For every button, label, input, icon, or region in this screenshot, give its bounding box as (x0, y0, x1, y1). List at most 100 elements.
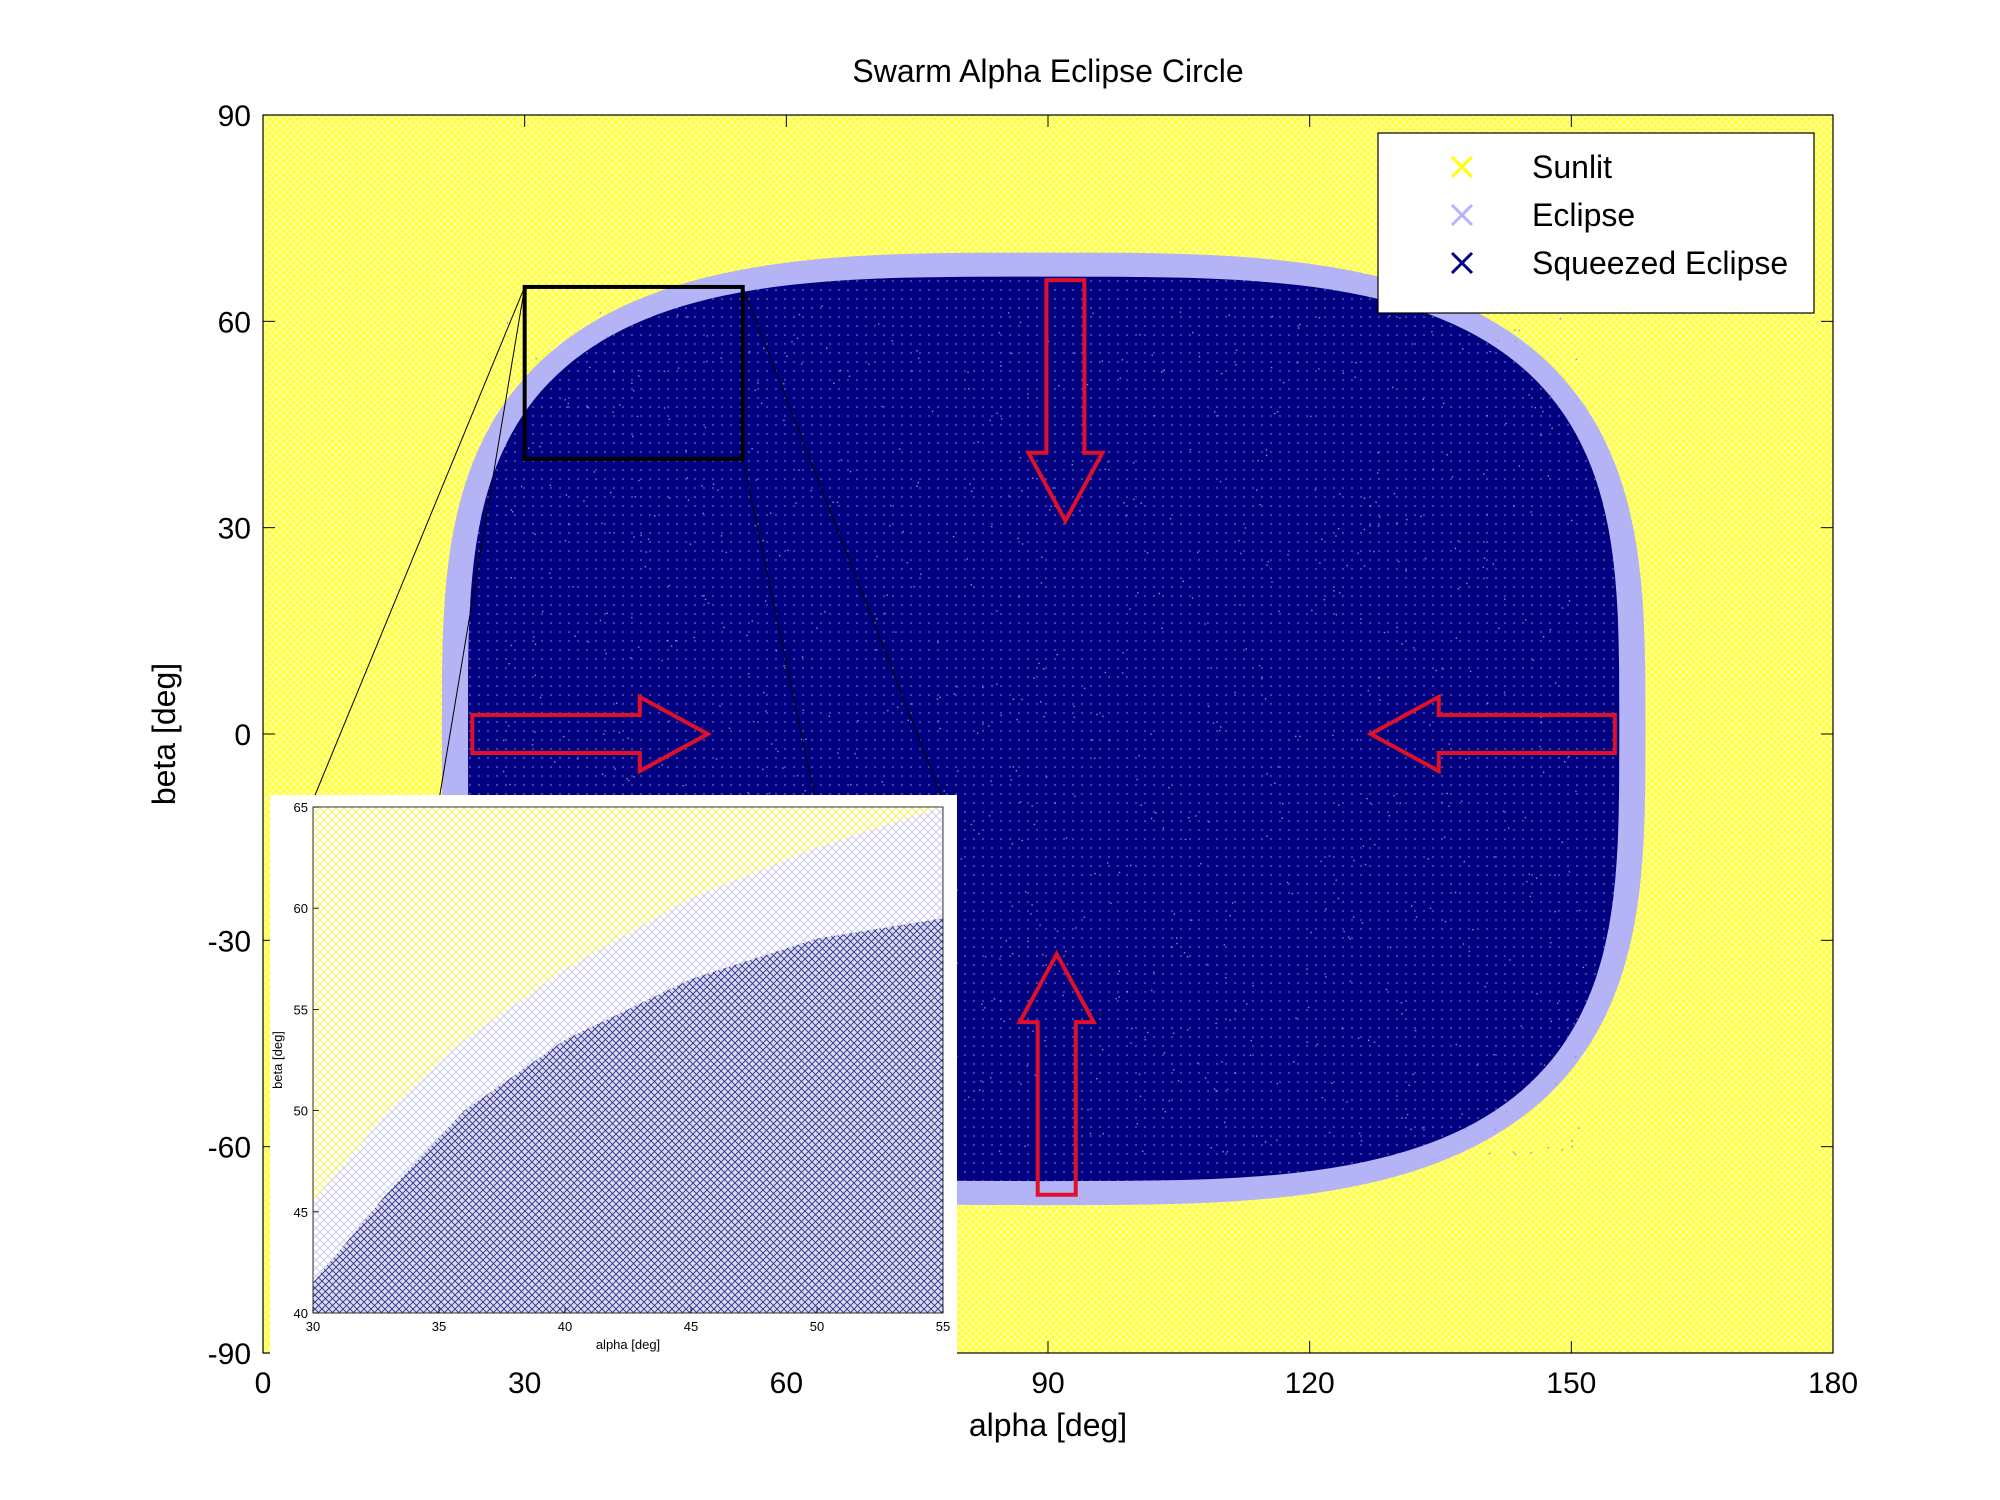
speckle (1276, 1082, 1279, 1085)
zoom-box (522, 284, 745, 461)
speckle (960, 858, 963, 860)
speckle (1125, 514, 1127, 517)
speckle (899, 448, 901, 450)
speckle (1408, 1084, 1410, 1086)
speckle (1291, 892, 1293, 895)
speckle (1208, 821, 1210, 823)
speckle (612, 411, 614, 413)
speckle (1550, 942, 1552, 944)
speckle (1505, 1111, 1508, 1113)
speckle (979, 1089, 981, 1091)
speckle (897, 706, 899, 708)
speckle (1503, 810, 1505, 813)
speckle (1427, 858, 1430, 860)
speckle (1153, 971, 1155, 973)
speckle (1360, 1140, 1363, 1142)
speckle (1158, 592, 1160, 595)
speckle (967, 1096, 970, 1098)
inset-x-tick-label: 50 (810, 1319, 824, 1334)
speckle (1484, 986, 1486, 988)
speckle (1398, 560, 1400, 563)
speckle (1250, 1040, 1252, 1042)
speckle (1311, 609, 1313, 612)
speckle (1008, 495, 1010, 497)
speckle (704, 598, 707, 601)
speckle (1504, 598, 1506, 600)
speckle (982, 686, 984, 689)
speckle (1271, 315, 1273, 318)
speckle (757, 382, 759, 384)
speckle (1244, 527, 1247, 529)
speckle (1212, 722, 1215, 724)
speckle (881, 405, 883, 408)
speckle (723, 626, 725, 629)
speckle (1005, 940, 1008, 942)
speckle (1259, 665, 1261, 667)
speckle (677, 314, 679, 316)
speckle (1513, 1151, 1515, 1153)
speckle (1012, 698, 1015, 700)
speckle (1540, 716, 1542, 718)
speckle (956, 686, 958, 688)
speckle (1277, 411, 1279, 413)
speckle (1411, 905, 1413, 907)
speckle (1442, 668, 1444, 670)
speckle (1435, 669, 1437, 672)
speckle (1240, 552, 1242, 555)
speckle (1173, 1069, 1175, 1071)
speckle (1012, 766, 1015, 768)
speckle (1265, 449, 1268, 451)
speckle (1032, 477, 1034, 479)
speckle (1486, 414, 1488, 417)
speckle (1385, 988, 1388, 991)
speckle (1483, 577, 1485, 580)
speckle (1234, 1072, 1237, 1074)
speckle (1462, 943, 1465, 945)
speckle (1505, 1100, 1507, 1102)
speckle (1444, 920, 1447, 923)
speckle (913, 586, 915, 588)
speckle (1222, 1151, 1224, 1153)
speckle (572, 586, 574, 588)
speckle (1010, 779, 1012, 781)
speckle (1043, 715, 1045, 718)
speckle (1177, 1080, 1180, 1082)
x-tick-label: 150 (1546, 1367, 1596, 1400)
speckle (626, 777, 628, 780)
speckle (1383, 631, 1386, 634)
speckle (800, 738, 803, 740)
speckle (670, 645, 673, 647)
speckle (1021, 543, 1024, 545)
speckle (1256, 489, 1258, 491)
speckle (878, 323, 880, 325)
speckle (988, 815, 991, 817)
speckle (1457, 540, 1459, 542)
speckle (675, 640, 677, 642)
speckle (1033, 677, 1035, 679)
speckle (568, 523, 570, 526)
speckle (967, 371, 969, 373)
speckle (1363, 565, 1366, 567)
main-y-ticks: -90 -60 -30 0 30 60 90 (208, 100, 1833, 1371)
speckle (1031, 904, 1033, 906)
speckle (636, 415, 639, 418)
speckle (868, 363, 870, 365)
speckle (1379, 699, 1381, 701)
speckle (1333, 590, 1335, 592)
speckle (1335, 879, 1337, 881)
legend: Sunlit Eclipse Squeezed Eclipse (1377, 132, 1815, 314)
speckle (638, 375, 640, 377)
speckle (1337, 897, 1340, 900)
speckle (534, 674, 536, 677)
speckle (1361, 922, 1363, 924)
speckle (1140, 804, 1142, 806)
speckle (593, 471, 595, 473)
speckle (1472, 928, 1474, 931)
speckle (1568, 600, 1571, 602)
speckle (1547, 1147, 1549, 1149)
speckle (891, 340, 893, 342)
speckle (837, 752, 839, 754)
speckle (1278, 610, 1280, 612)
speckle (1319, 562, 1321, 564)
speckle (1568, 871, 1570, 873)
